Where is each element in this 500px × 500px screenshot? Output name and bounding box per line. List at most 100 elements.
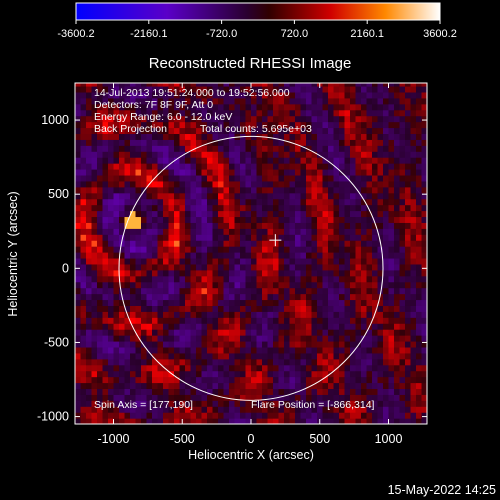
heatmap-cell: [91, 323, 98, 330]
heatmap-cell: [130, 400, 137, 407]
heatmap-cell: [201, 157, 208, 164]
heatmap-cell: [256, 127, 263, 135]
heatmap-cell: [152, 192, 159, 200]
heatmap-cell: [196, 364, 203, 372]
heatmap-cell: [344, 210, 351, 218]
heatmap-cell: [113, 335, 120, 342]
heatmap-cell: [185, 275, 192, 283]
heatmap-cell: [405, 293, 412, 301]
heatmap-cell: [135, 85, 142, 93]
heatmap-cell: [91, 145, 98, 152]
heatmap-cell: [245, 287, 252, 295]
heatmap-cell: [185, 257, 192, 265]
heatmap-cell: [223, 174, 230, 182]
heatmap-cell: [311, 358, 318, 366]
heatmap-cell: [240, 293, 247, 301]
heatmap-cell: [201, 364, 208, 372]
heatmap-cell: [405, 139, 412, 146]
heatmap-cell: [190, 418, 197, 424]
heatmap-cell: [355, 198, 362, 206]
heatmap-cell: [350, 204, 357, 212]
heatmap-cell: [328, 394, 335, 401]
heatmap-cell: [388, 139, 395, 146]
heatmap-cell: [339, 192, 346, 200]
heatmap-cell: [350, 394, 357, 401]
heatmap-cell: [295, 204, 302, 212]
heatmap-cell: [218, 287, 225, 295]
heatmap-cell: [146, 340, 153, 348]
heatmap-cell: [421, 186, 427, 194]
heatmap-cell: [163, 376, 170, 384]
heatmap-cell: [328, 163, 335, 170]
heatmap-cell: [300, 269, 307, 277]
heatmap-cell: [234, 186, 241, 194]
heatmap-cell: [174, 228, 181, 235]
heatmap-cell: [91, 376, 98, 384]
heatmap-cell: [174, 157, 181, 164]
heatmap-cell: [223, 198, 230, 206]
heatmap-cell: [317, 157, 324, 164]
heatmap-cell: [75, 127, 82, 135]
heatmap-cell: [168, 115, 175, 123]
heatmap-cell: [245, 329, 252, 336]
heatmap-cell: [207, 103, 214, 111]
heatmap-cell: [295, 340, 302, 348]
heatmap-cell: [344, 198, 351, 206]
heatmap-cell: [218, 240, 225, 247]
heatmap-cell: [383, 157, 390, 164]
heatmap-cell: [245, 151, 252, 158]
heatmap-cell: [86, 352, 93, 360]
heatmap-cell: [383, 382, 390, 390]
heatmap-cell: [339, 323, 346, 330]
heatmap-cell: [311, 180, 318, 188]
heatmap-cell: [91, 180, 98, 188]
heatmap-cell: [179, 216, 186, 223]
heatmap-cell: [311, 240, 318, 247]
heatmap-cell: [399, 97, 406, 105]
heatmap-cell: [130, 299, 137, 306]
heatmap-cell: [284, 85, 291, 93]
heatmap-cell: [108, 388, 115, 395]
heatmap-cell: [190, 168, 197, 176]
heatmap-cell: [135, 257, 142, 265]
heatmap-cell: [168, 412, 175, 419]
heatmap-cell: [416, 412, 423, 419]
heatmap-cell: [300, 192, 307, 200]
heatmap-cell: [97, 240, 104, 247]
heatmap-cell: [333, 198, 340, 206]
heatmap-cell: [163, 400, 170, 407]
heatmap-cell: [410, 210, 417, 218]
heatmap-cell: [179, 352, 186, 360]
heatmap-cell: [75, 210, 82, 218]
heatmap-cell: [234, 83, 241, 87]
heatmap-cell: [212, 263, 219, 271]
heatmap-cell: [102, 234, 109, 241]
heatmap-cell: [251, 145, 258, 152]
heatmap-cell: [306, 364, 313, 372]
heatmap-cell: [201, 335, 208, 342]
heatmap-cell: [416, 388, 423, 395]
heatmap-cell: [207, 198, 214, 206]
heatmap-cell: [163, 358, 170, 366]
heatmap-cell: [146, 412, 153, 419]
heatmap-cell: [113, 103, 120, 111]
heatmap-cell: [355, 287, 362, 295]
heatmap-cell: [295, 198, 302, 206]
heatmap-cell: [262, 97, 269, 105]
heatmap-cell: [91, 246, 98, 253]
heatmap-cell: [201, 382, 208, 390]
heatmap-cell: [91, 352, 98, 360]
heatmap-cell: [130, 127, 137, 135]
heatmap-cell: [361, 388, 368, 395]
heatmap-cell: [119, 151, 126, 158]
heatmap-cell: [218, 299, 225, 306]
heatmap-cell: [245, 103, 252, 111]
heatmap-cell: [328, 358, 335, 366]
heatmap-cell: [251, 257, 258, 265]
heatmap-cell: [339, 275, 346, 283]
heatmap-cell: [262, 157, 269, 164]
heatmap-cell: [80, 340, 87, 348]
heatmap-cell: [366, 406, 373, 413]
heatmap-cell: [152, 400, 159, 407]
